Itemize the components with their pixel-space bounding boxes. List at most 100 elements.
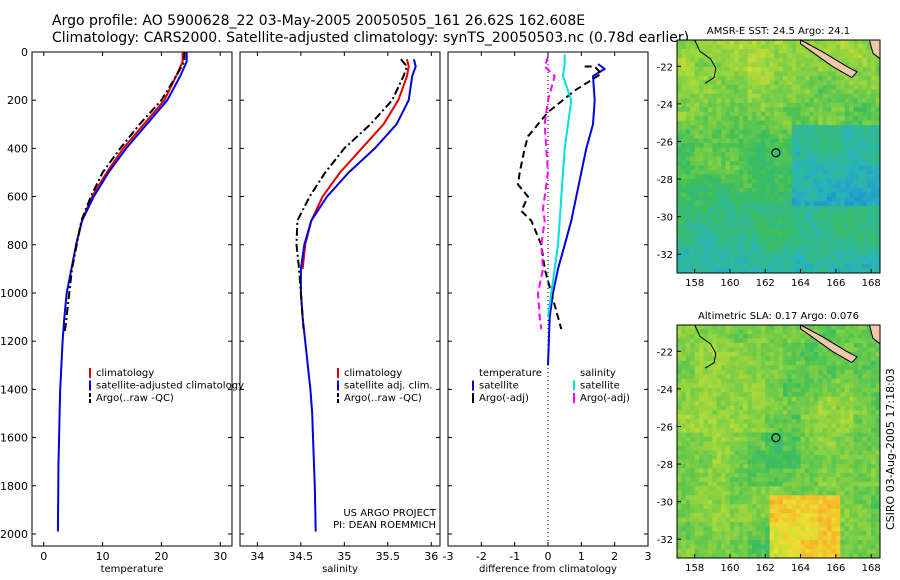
map-cell xyxy=(875,544,881,550)
map-cell xyxy=(844,48,850,54)
map-cell xyxy=(818,486,824,492)
map-cell xyxy=(787,250,793,256)
map-cell xyxy=(725,468,731,474)
map-cell xyxy=(738,531,744,536)
map-cell xyxy=(699,156,704,162)
map-cell xyxy=(760,116,766,122)
map-cell xyxy=(796,410,801,416)
x-tick-label: 168 xyxy=(862,278,881,289)
map-cell xyxy=(774,62,779,68)
map-cell xyxy=(681,517,687,523)
map-cell xyxy=(769,232,775,238)
map-cell xyxy=(765,329,771,335)
map-cell xyxy=(791,241,797,247)
map-cell xyxy=(818,513,824,519)
map-cell xyxy=(707,459,713,465)
map-cell xyxy=(685,66,691,72)
map-cell xyxy=(809,183,815,189)
map-cell xyxy=(738,93,744,99)
map-cell xyxy=(677,419,682,424)
map-cell xyxy=(747,250,753,256)
map-cell xyxy=(712,196,718,202)
map-cell xyxy=(694,437,700,442)
map-cell xyxy=(694,495,700,501)
map-cell xyxy=(712,490,718,496)
map-cell xyxy=(875,517,881,523)
map-cell xyxy=(774,342,779,348)
map-cell xyxy=(769,423,775,429)
map-cell xyxy=(791,517,797,523)
map-cell xyxy=(681,419,687,424)
map-cell xyxy=(875,174,881,180)
map-cell xyxy=(677,75,682,81)
map-cell xyxy=(818,423,824,429)
map-cell xyxy=(729,419,735,424)
map-cell xyxy=(743,143,749,148)
map-cell xyxy=(866,526,872,532)
map-cell xyxy=(694,219,700,225)
map-cell xyxy=(677,268,682,274)
map-cell xyxy=(734,232,740,238)
map-cell xyxy=(712,517,718,523)
map-cell xyxy=(831,66,837,72)
map-cell xyxy=(734,160,740,166)
map-cell xyxy=(721,102,726,108)
map-cell xyxy=(760,75,766,81)
map-cell xyxy=(787,138,793,144)
map-cell xyxy=(707,405,713,411)
map-cell xyxy=(756,102,762,108)
map-cell xyxy=(844,40,850,45)
map-cell xyxy=(677,89,682,95)
map-cell xyxy=(804,437,810,442)
map-cell xyxy=(716,513,722,519)
map-cell xyxy=(769,544,775,550)
map-cell xyxy=(677,369,682,375)
map-cell xyxy=(804,392,810,398)
map-cell xyxy=(756,405,762,411)
map-cell xyxy=(756,333,762,339)
map-cell xyxy=(721,450,726,456)
map-cell xyxy=(782,138,788,144)
map-cell xyxy=(778,540,784,545)
map-cell xyxy=(857,387,863,393)
map-cell xyxy=(769,472,775,478)
map-cell xyxy=(791,120,797,126)
map-cell xyxy=(721,89,726,95)
map-cell xyxy=(721,71,726,77)
map-cell xyxy=(738,351,744,357)
map-cell xyxy=(703,490,709,496)
map-cell xyxy=(756,147,762,153)
x-tick-label: 158 xyxy=(685,563,704,574)
map-cell xyxy=(818,84,824,90)
map-cell xyxy=(743,342,749,348)
map-cell xyxy=(712,111,718,117)
map-cell xyxy=(765,526,771,532)
map-cell xyxy=(743,259,749,265)
map-cell xyxy=(844,540,850,545)
map-cell xyxy=(835,107,841,113)
map-cell xyxy=(721,410,726,416)
map-cell xyxy=(809,89,815,95)
map-cell xyxy=(685,490,691,496)
map-cell xyxy=(778,196,784,202)
map-cell xyxy=(849,196,854,202)
x-tick-label: 10 xyxy=(96,550,110,563)
map-cell xyxy=(765,241,771,247)
map-cell xyxy=(729,223,735,229)
map-cell xyxy=(853,264,859,269)
map-cell xyxy=(787,360,793,366)
map-cell xyxy=(853,472,859,478)
map-cell xyxy=(791,351,797,357)
map-cell xyxy=(734,156,740,162)
map-cell xyxy=(716,93,722,99)
map-cell xyxy=(725,378,731,384)
map-cell xyxy=(857,201,863,207)
profile-panel-0: 0 10 20 30020040060080010001200140016001800… xyxy=(0,46,244,575)
map-cell xyxy=(760,535,766,541)
map-cell xyxy=(743,405,749,411)
map-cell xyxy=(734,44,740,50)
map-cell xyxy=(866,549,872,554)
y-tick-label: 400 xyxy=(7,142,28,155)
map-cell xyxy=(813,264,819,269)
map-cell xyxy=(694,129,700,135)
